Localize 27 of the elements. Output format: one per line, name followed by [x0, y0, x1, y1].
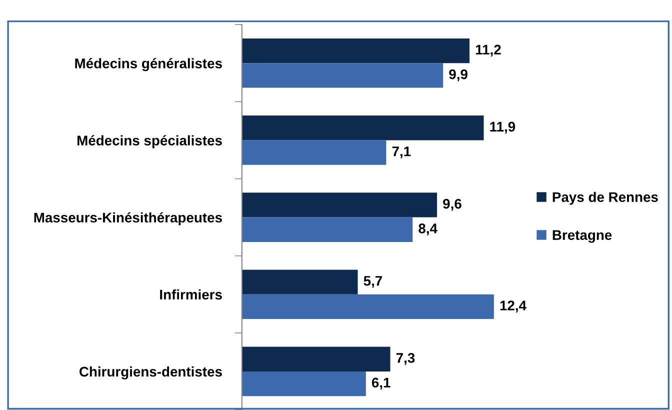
bar	[242, 192, 438, 218]
y-tick-label: Masseurs-Kinésithérapeutes	[34, 212, 222, 226]
data-label: 7,1	[392, 146, 411, 158]
bar	[242, 38, 470, 64]
bar	[242, 346, 390, 372]
data-label: 5,7	[364, 276, 382, 288]
bar	[242, 371, 366, 396]
data-label: 8,4	[418, 224, 438, 236]
y-tick-label: Chirurgiens-dentistes	[80, 366, 222, 380]
data-label: 12,4	[500, 300, 526, 312]
y-tick-label: Infirmiers	[160, 289, 222, 300]
data-label: 11,2	[476, 44, 501, 57]
data-label: 9,9	[449, 69, 468, 82]
legend-label: Bretagne	[552, 230, 612, 243]
legend-label: Pays de Rennes	[552, 192, 658, 205]
bar	[242, 294, 494, 320]
data-label: 6,1	[372, 378, 390, 390]
bar	[242, 270, 358, 294]
bar	[242, 140, 386, 165]
bar	[242, 116, 484, 140]
bar	[242, 63, 444, 88]
y-tick-label: Médecins généralistes	[75, 58, 222, 72]
data-label: 9,6	[443, 198, 462, 211]
data-label: 7,3	[396, 353, 415, 365]
data-label: 11,9	[490, 122, 516, 134]
y-tick-label: Médecins spécialistes	[78, 135, 222, 148]
bar	[242, 217, 413, 242]
